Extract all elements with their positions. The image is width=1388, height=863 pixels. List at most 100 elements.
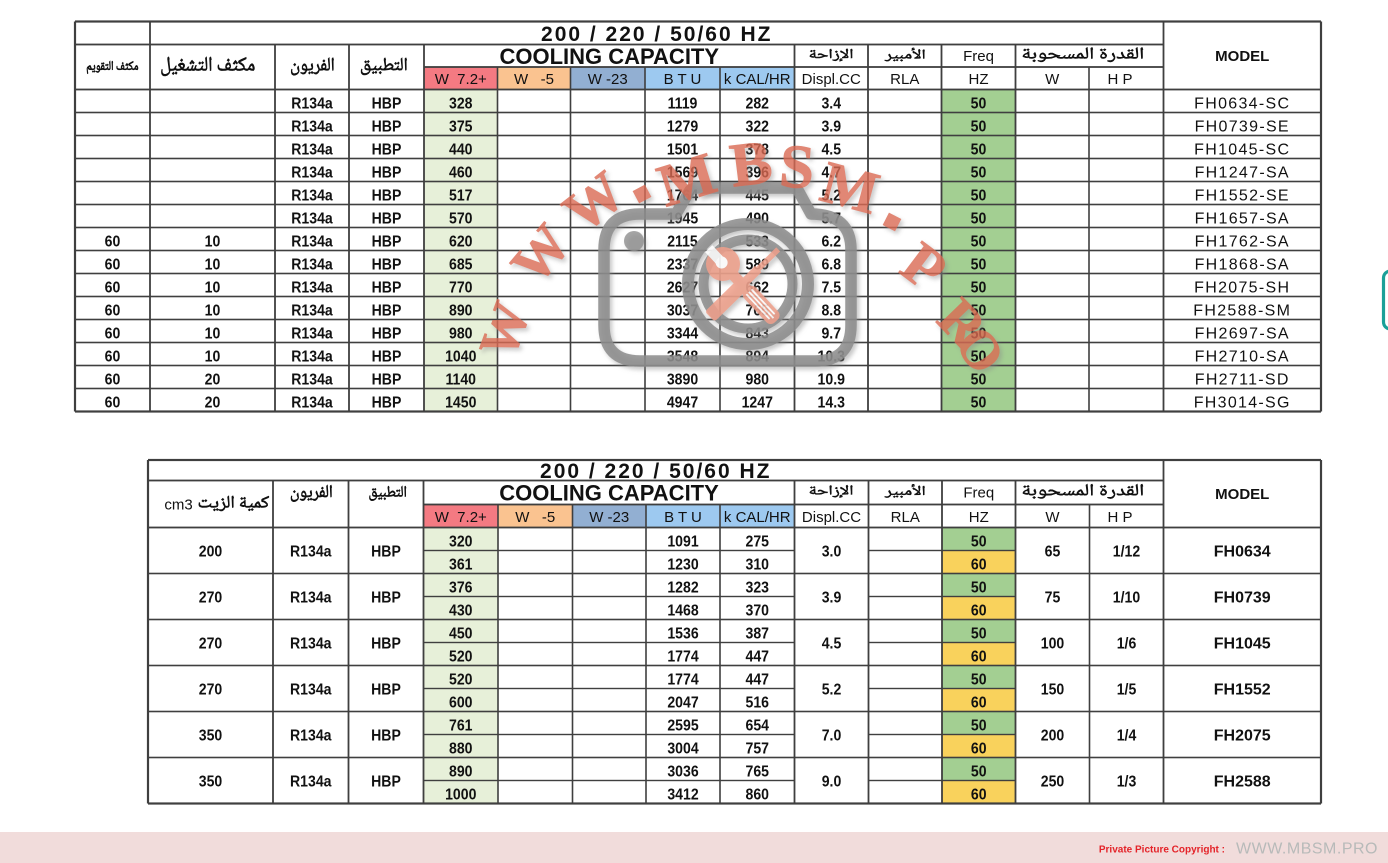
svg-text:328: 328 xyxy=(449,95,472,113)
svg-text:HBP: HBP xyxy=(371,681,401,699)
svg-text:320: 320 xyxy=(449,533,472,551)
svg-text:W: W xyxy=(1045,509,1060,526)
svg-text:361: 361 xyxy=(449,556,472,574)
svg-text:FH1552: FH1552 xyxy=(1214,682,1271,699)
svg-text:W -23: W -23 xyxy=(589,509,629,526)
svg-text:310: 310 xyxy=(746,556,769,574)
svg-text:HBP: HBP xyxy=(372,187,402,205)
svg-text:322: 322 xyxy=(746,118,769,136)
svg-text:1569: 1569 xyxy=(667,164,698,182)
svg-text:W -5: W -5 xyxy=(515,509,555,526)
svg-text:350: 350 xyxy=(199,727,222,745)
svg-text:60: 60 xyxy=(105,279,121,297)
svg-text:R134a: R134a xyxy=(291,164,333,182)
svg-text:6.8: 6.8 xyxy=(821,256,841,274)
svg-text:HBP: HBP xyxy=(372,210,402,228)
svg-text:W: W xyxy=(1045,71,1060,88)
svg-text:4.5: 4.5 xyxy=(821,141,841,159)
svg-text:R134a: R134a xyxy=(290,773,332,791)
svg-text:60: 60 xyxy=(105,348,121,366)
svg-text:HBP: HBP xyxy=(372,371,402,389)
svg-text:Freq: Freq xyxy=(963,48,994,65)
svg-text:50: 50 xyxy=(971,118,987,136)
svg-text:1282: 1282 xyxy=(667,579,698,597)
svg-text:378: 378 xyxy=(746,141,769,159)
svg-text:60: 60 xyxy=(105,371,121,389)
svg-text:1091: 1091 xyxy=(667,533,698,551)
svg-text:RLA: RLA xyxy=(890,71,919,88)
svg-text:50: 50 xyxy=(971,533,987,551)
svg-text:1000: 1000 xyxy=(445,786,476,804)
svg-text:FH2711-SD: FH2711-SD xyxy=(1195,371,1290,388)
svg-text:R134a: R134a xyxy=(291,187,333,205)
svg-text:R134a: R134a xyxy=(291,279,333,297)
svg-text:100: 100 xyxy=(1041,635,1064,653)
svg-text:980: 980 xyxy=(746,371,769,389)
svg-text:460: 460 xyxy=(449,164,472,182)
svg-text:W -23: W -23 xyxy=(588,71,628,88)
svg-text:4.7: 4.7 xyxy=(821,164,841,182)
svg-text:k CAL/HR: k CAL/HR xyxy=(724,71,791,88)
svg-text:685: 685 xyxy=(449,256,472,274)
svg-text:FH2710-SA: FH2710-SA xyxy=(1195,348,1290,365)
svg-text:60: 60 xyxy=(971,648,987,666)
svg-text:447: 447 xyxy=(746,648,769,666)
svg-text:1450: 1450 xyxy=(445,394,476,412)
svg-text:600: 600 xyxy=(449,694,472,712)
svg-text:50: 50 xyxy=(971,302,987,320)
svg-text:HBP: HBP xyxy=(372,233,402,251)
svg-text:10.9: 10.9 xyxy=(818,371,845,389)
svg-text:430: 430 xyxy=(449,602,472,620)
svg-text:60: 60 xyxy=(971,786,987,804)
svg-text:323: 323 xyxy=(746,579,769,597)
svg-text:MODEL: MODEL xyxy=(1215,48,1269,65)
svg-text:2047: 2047 xyxy=(667,694,698,712)
svg-text:k CAL/HR: k CAL/HR xyxy=(724,509,791,526)
svg-text:Displ.CC: Displ.CC xyxy=(802,509,861,526)
svg-text:R134a: R134a xyxy=(291,256,333,274)
svg-text:10: 10 xyxy=(205,279,221,297)
svg-text:FH2697-SA: FH2697-SA xyxy=(1195,325,1290,342)
svg-text:RLA: RLA xyxy=(891,509,920,526)
svg-text:FH2075: FH2075 xyxy=(1214,728,1271,745)
svg-text:654: 654 xyxy=(746,717,770,735)
svg-text:50: 50 xyxy=(971,141,987,159)
svg-text:589: 589 xyxy=(746,256,769,274)
svg-text:W -5: W -5 xyxy=(514,71,554,88)
svg-text:1468: 1468 xyxy=(667,602,698,620)
svg-text:570: 570 xyxy=(449,210,472,228)
svg-text:H P: H P xyxy=(1107,509,1132,526)
svg-text:FH2588-SM: FH2588-SM xyxy=(1193,302,1291,319)
svg-text:COOLING CAPACITY: COOLING CAPACITY xyxy=(499,44,719,69)
svg-text:Private Picture Copyright :: Private Picture Copyright : xyxy=(1099,845,1225,856)
svg-text:Displ.CC: Displ.CC xyxy=(802,71,861,88)
svg-text:R134a: R134a xyxy=(291,95,333,113)
svg-text:980: 980 xyxy=(449,325,472,343)
svg-text:cm3: cm3 xyxy=(164,496,192,513)
svg-text:60: 60 xyxy=(105,325,121,343)
svg-text:50: 50 xyxy=(971,210,987,228)
svg-text:1/12: 1/12 xyxy=(1113,543,1140,561)
svg-text:270: 270 xyxy=(199,681,222,699)
svg-text:FH3014-SG: FH3014-SG xyxy=(1194,394,1291,411)
svg-text:FH0634-SC: FH0634-SC xyxy=(1194,95,1290,112)
svg-text:W 7.2+: W 7.2+ xyxy=(435,509,487,526)
svg-text:8.8: 8.8 xyxy=(821,302,841,320)
svg-text:275: 275 xyxy=(746,533,769,551)
svg-text:516: 516 xyxy=(746,694,769,712)
svg-text:R134a: R134a xyxy=(291,302,333,320)
svg-text:FH1247-SA: FH1247-SA xyxy=(1195,164,1290,181)
svg-text:7.5: 7.5 xyxy=(821,279,841,297)
svg-text:450: 450 xyxy=(449,625,472,643)
svg-text:FH1552-SE: FH1552-SE xyxy=(1195,187,1290,204)
svg-text:375: 375 xyxy=(449,118,472,136)
svg-text:50: 50 xyxy=(971,279,987,297)
svg-text:FH1657-SA: FH1657-SA xyxy=(1195,210,1290,227)
svg-text:HBP: HBP xyxy=(372,164,402,182)
svg-text:R134a: R134a xyxy=(291,233,333,251)
svg-text:282: 282 xyxy=(746,95,769,113)
svg-text:50: 50 xyxy=(971,187,987,205)
svg-text:1/3: 1/3 xyxy=(1117,773,1137,791)
svg-text:890: 890 xyxy=(449,302,472,320)
svg-text:50: 50 xyxy=(971,394,987,412)
